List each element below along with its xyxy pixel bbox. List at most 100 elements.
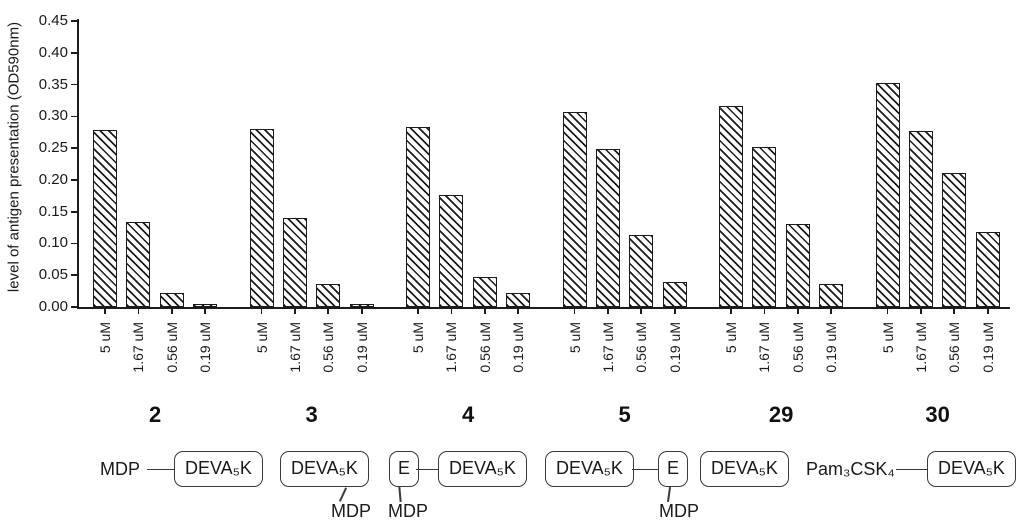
bar: [752, 147, 777, 307]
x-tick-label: 1.67 uM: [130, 322, 147, 373]
x-tick-label: 0.19 uM: [510, 322, 527, 373]
compound-number-label: 29: [768, 402, 794, 427]
y-tick-label: 0.00: [38, 298, 68, 315]
x-tick-label: 0.56 uM: [946, 322, 963, 373]
x-tick-mark: [763, 307, 766, 314]
y-tick-label: 0.25: [38, 139, 68, 157]
bar: [316, 284, 341, 307]
bar: [249, 129, 274, 307]
y-tick-mark: [70, 147, 78, 149]
bar: [975, 232, 1000, 307]
bar: [785, 223, 810, 307]
structure-5-e-box: E: [658, 451, 689, 487]
structure-30-prefix-label: Pam₃CSK₄: [806, 459, 895, 479]
structure-5-pendant-bond: [666, 486, 671, 503]
x-tick-label: 5 uM: [879, 322, 896, 354]
x-tick-mark: [796, 307, 799, 314]
compound-number-label: 3: [305, 402, 318, 427]
x-tick-mark: [986, 307, 989, 314]
y-tick-label: 0.10: [38, 234, 68, 252]
bar: [193, 303, 218, 307]
bar: [126, 221, 151, 307]
x-tick-mark: [483, 307, 486, 314]
structure-4-pendant-bond: [398, 486, 402, 503]
x-tick-mark: [920, 307, 922, 314]
y-tick-mark: [70, 242, 78, 245]
x-tick-label: 0.56 uM: [476, 322, 493, 373]
x-tick-mark: [830, 307, 833, 314]
x-tick-mark: [260, 307, 263, 314]
x-tick-mark: [137, 307, 140, 314]
y-tick-mark: [70, 115, 78, 118]
y-tick-label: 0.30: [38, 107, 68, 125]
bar: [472, 277, 497, 307]
x-tick-mark: [417, 307, 419, 314]
bar: [719, 105, 743, 307]
x-tick-label: 5 uM: [410, 322, 426, 354]
x-tick-label: 0.19 uM: [823, 322, 840, 373]
structure-30-peptide-box: DEVA₅K: [927, 451, 1016, 487]
structure-5-pendant-label: MDP: [659, 501, 699, 521]
structure-4-pendant-label: MDP: [388, 501, 428, 521]
compound-number-label: 4: [461, 402, 475, 427]
x-tick-mark: [730, 307, 732, 314]
x-tick-label: 1.67 uM: [756, 322, 773, 373]
x-tick-label: 0.56 uM: [163, 322, 180, 373]
bar: [349, 303, 374, 307]
bar: [875, 83, 900, 307]
bar: [908, 130, 933, 307]
y-tick-mark: [70, 51, 78, 54]
x-tick-label: 0.19 uM: [197, 322, 214, 373]
x-tick-label: 5 uM: [97, 322, 113, 354]
bar: [595, 148, 620, 307]
structure-2-bond: [147, 468, 174, 471]
x-tick-mark: [673, 307, 676, 314]
x-tick-mark: [640, 307, 643, 314]
bar: [942, 172, 967, 307]
x-tick-mark: [294, 307, 296, 314]
x-tick-label: 1.67 uM: [443, 322, 460, 373]
structure-3-bond: [338, 487, 347, 502]
structure-3-peptide-box: DEVA₅K: [280, 451, 369, 487]
y-tick-mark: [70, 274, 78, 277]
y-axis-title: level of antigen presentation (OD590nm): [5, 21, 23, 293]
structure-4-peptide-box: DEVA₅K: [438, 451, 527, 487]
x-tick-mark: [573, 307, 576, 314]
x-tick-label: 0.19 uM: [979, 322, 996, 373]
structure-4-bond: [416, 468, 439, 471]
y-tick-label: 0.20: [38, 170, 68, 188]
bar: [562, 111, 587, 307]
compound-number-label: 30: [925, 402, 950, 427]
y-tick-mark: [70, 83, 78, 86]
bar: [406, 127, 430, 307]
x-tick-label: 5 uM: [253, 322, 270, 354]
x-tick-mark: [360, 307, 363, 314]
x-tick-mark: [517, 307, 520, 314]
y-tick-label: 0.45: [38, 12, 68, 29]
y-tick-label: 0.15: [38, 202, 68, 220]
structure-3-pendant-label: MDP: [331, 501, 371, 521]
bar: [506, 293, 531, 307]
y-tick-mark: [70, 306, 78, 308]
y-tick-label: 0.35: [38, 75, 68, 93]
y-tick-label: 0.05: [38, 266, 68, 284]
x-tick-mark: [327, 307, 330, 314]
y-tick-label: 0.40: [38, 43, 68, 61]
x-tick-mark: [204, 307, 207, 314]
x-tick-label: 1.67 uM: [599, 322, 616, 373]
x-tick-mark: [886, 307, 889, 314]
structure-30-bond: [896, 468, 927, 471]
x-tick-mark: [170, 307, 173, 314]
x-tick-label: 5 uM: [723, 322, 739, 354]
x-tick-mark: [450, 307, 453, 314]
structure-2-prefix-label: MDP: [100, 459, 140, 479]
bar: [629, 234, 654, 307]
x-tick-label: 0.56 uM: [320, 322, 337, 373]
bar: [159, 293, 184, 307]
bar: [93, 130, 117, 307]
x-tick-label: 5 uM: [566, 322, 583, 354]
structure-5-bond: [632, 468, 659, 471]
x-tick-label: 0.19 uM: [353, 322, 370, 373]
y-tick-mark: [70, 20, 78, 22]
